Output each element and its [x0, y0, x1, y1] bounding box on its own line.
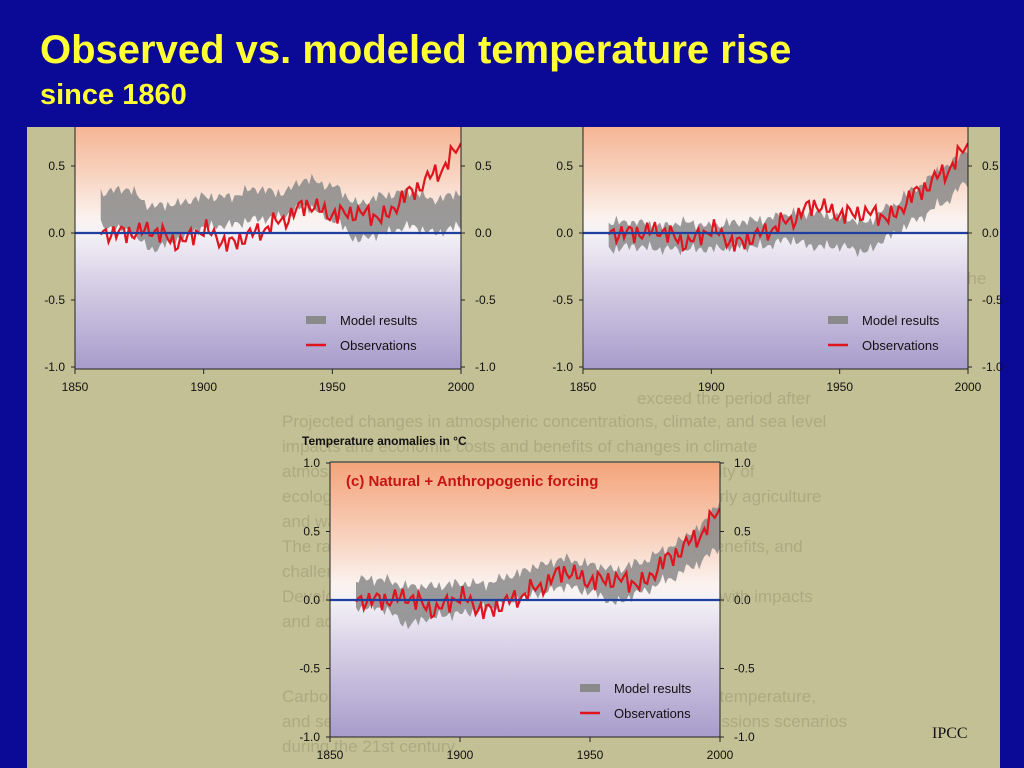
chart-title: (c) Natural + Anthropogenic forcing	[346, 473, 598, 490]
y-tick-label-right: -0.5	[982, 293, 1003, 307]
y-tick-label-left: -0.5	[44, 293, 65, 307]
x-tick-label: 1900	[447, 748, 474, 762]
observations-line	[99, 142, 461, 253]
x-tick-label: 2000	[448, 380, 475, 394]
legend-label-observations: Observations	[340, 338, 417, 353]
legend-label-observations: Observations	[614, 706, 691, 721]
y-tick-label-right: 0.5	[982, 159, 999, 173]
chart-panel-bottom: 1.0 0.5 0.0 -0.5 -1.0 1.0 0.5 0.0 -0.5 -1.0 1850 19…	[299, 434, 755, 762]
y-tick-label-left: 0.0	[48, 226, 65, 240]
y-tick-label-left: 0.5	[48, 159, 65, 173]
x-tick-label: 1900	[190, 380, 217, 394]
plot-background	[75, 127, 461, 369]
y-tick-label-right: -1.0	[475, 360, 496, 374]
chart-panel-top-left: 0.5 0.0 -0.5 -1.0 0.5 0.0 -0.5 -1.0 1850 1900 1950…	[44, 127, 496, 394]
legend-label-model: Model results	[614, 681, 692, 696]
y-tick-label-right: -0.5	[475, 293, 496, 307]
y-tick-label-right: 0.5	[475, 159, 492, 173]
x-tick-label: 1900	[698, 380, 725, 394]
x-tick-label: 1950	[577, 748, 604, 762]
y-tick-label-right: 0.5	[734, 525, 751, 539]
x-tick-label: 2000	[955, 380, 982, 394]
legend-label-model: Model results	[340, 313, 418, 328]
x-tick-label: 1950	[826, 380, 853, 394]
x-tick-label: 1850	[570, 380, 597, 394]
x-tick-label: 1850	[317, 748, 344, 762]
y-tick-label-left: 0.0	[303, 593, 320, 607]
y-tick-label-right: 0.0	[734, 593, 751, 607]
legend-swatch-model	[580, 684, 600, 692]
credit-label: IPCC	[932, 725, 968, 742]
y-tick-label-right: 1.0	[734, 456, 751, 470]
slide-title: Observed vs. modeled temperature rise si…	[40, 28, 791, 111]
y-tick-label-left: -1.0	[44, 360, 65, 374]
x-tick-label: 1850	[62, 380, 89, 394]
slide-title-line1: Observed vs. modeled temperature rise	[40, 28, 792, 72]
y-tick-label-right: -1.0	[734, 730, 755, 744]
legend-label-observations: Observations	[862, 338, 939, 353]
y-tick-label-left: -0.5	[552, 293, 573, 307]
legend-label-model: Model results	[862, 313, 940, 328]
x-tick-label: 2000	[707, 748, 734, 762]
y-tick-label-left: 1.0	[303, 456, 320, 470]
slide-title-line2: since 1860	[40, 78, 187, 111]
y-tick-label-right: -1.0	[982, 360, 1003, 374]
y-tick-label-left: 0.5	[556, 159, 573, 173]
y-tick-label-right: 0.0	[475, 226, 492, 240]
observations-line	[607, 142, 968, 253]
chart-panel-top-right: 0.5 0.0 -0.5 -1.0 0.5 0.0 -0.5 -1.0 1850 1900 1950…	[552, 127, 1003, 394]
observations-line	[355, 507, 720, 620]
y-tick-label-left: 0.5	[303, 525, 320, 539]
y-tick-label-right: 0.0	[982, 226, 999, 240]
y-tick-label-left: -1.0	[299, 730, 320, 744]
y-tick-label-left: -0.5	[299, 662, 320, 676]
legend-swatch-model	[306, 316, 326, 324]
y-tick-label-left: 0.0	[556, 226, 573, 240]
y-tick-label-left: -1.0	[552, 360, 573, 374]
chart-header: Temperature anomalies in °C	[302, 434, 467, 448]
x-tick-label: 1950	[319, 380, 346, 394]
legend-swatch-model	[828, 316, 848, 324]
y-tick-label-right: -0.5	[734, 662, 755, 676]
